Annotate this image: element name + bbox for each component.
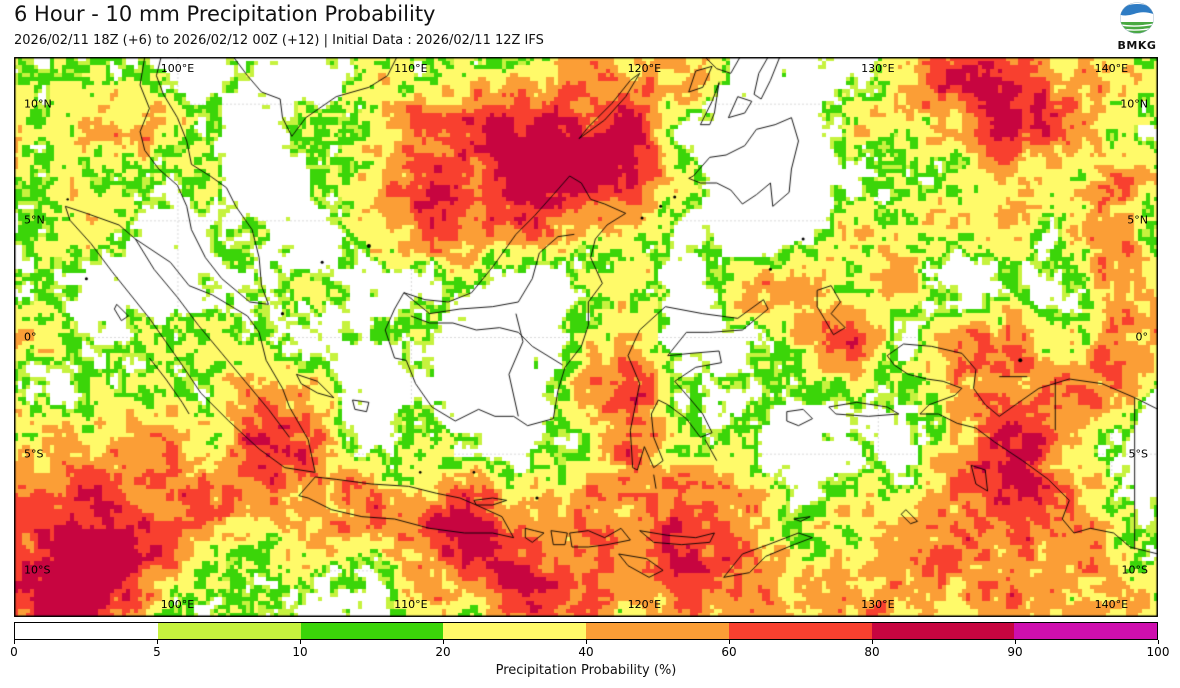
colorbar-tickmark [872, 640, 873, 644]
colorbar-tickmark [157, 640, 158, 644]
subtitle-validity-text: 2026/02/11 18Z (+6) to 2026/02/12 00Z (+… [14, 33, 544, 48]
colorbar-tick-label: 10 [292, 645, 308, 659]
colorbar-tick-label: 0 [10, 645, 18, 659]
page-title: 6 Hour - 10 mm Precipitation Probability [14, 2, 436, 26]
colorbar-tick-label: 40 [578, 645, 594, 659]
colorbar-tickmark [443, 640, 444, 644]
colorbar-segment-40-60 [586, 623, 729, 639]
colorbar-tick-label: 80 [864, 645, 880, 659]
colorbar-tickmark [300, 640, 301, 644]
colorbar-segment-90-100 [1014, 623, 1157, 639]
colorbar-tick-label: 100 [1146, 645, 1170, 659]
precipitation-map-canvas [14, 57, 1158, 617]
bmkg-logo: BMKG [1110, 1, 1164, 52]
colorbar-segment-10-20 [300, 623, 444, 639]
colorbar-segment-20-40 [443, 623, 586, 639]
colorbar-segment-0-5 [15, 623, 158, 639]
map-panel: 100°E 100°E 110°E 110°E 120°E 120°E 130°E 130°E… [14, 57, 1158, 617]
colorbar-segment-80-90 [871, 623, 1015, 639]
colorbar-tick-label: 20 [435, 645, 451, 659]
bmkg-logo-text: BMKG [1117, 39, 1157, 52]
colorbar-tickmark [729, 640, 730, 644]
colorbar-axis-label: Precipitation Probability (%) [495, 663, 677, 678]
bmkg-logo-icon [1120, 2, 1154, 34]
colorbar-segment-5-10 [157, 623, 301, 639]
colorbar-segment-60-80 [728, 623, 872, 639]
colorbar-ticks: 0 5 10 20 40 60 80 90 100 [10, 640, 1169, 662]
colorbar-tick-label: 5 [153, 645, 161, 659]
colorbar-tickmark [586, 640, 587, 644]
colorbar-tickmark [14, 640, 15, 644]
colorbar-tickmark [1015, 640, 1016, 644]
colorbar-tickmark [1158, 640, 1159, 644]
colorbar-tick-label: 60 [721, 645, 737, 659]
colorbar-tick-label: 90 [1007, 645, 1023, 659]
colorbar [14, 622, 1158, 640]
